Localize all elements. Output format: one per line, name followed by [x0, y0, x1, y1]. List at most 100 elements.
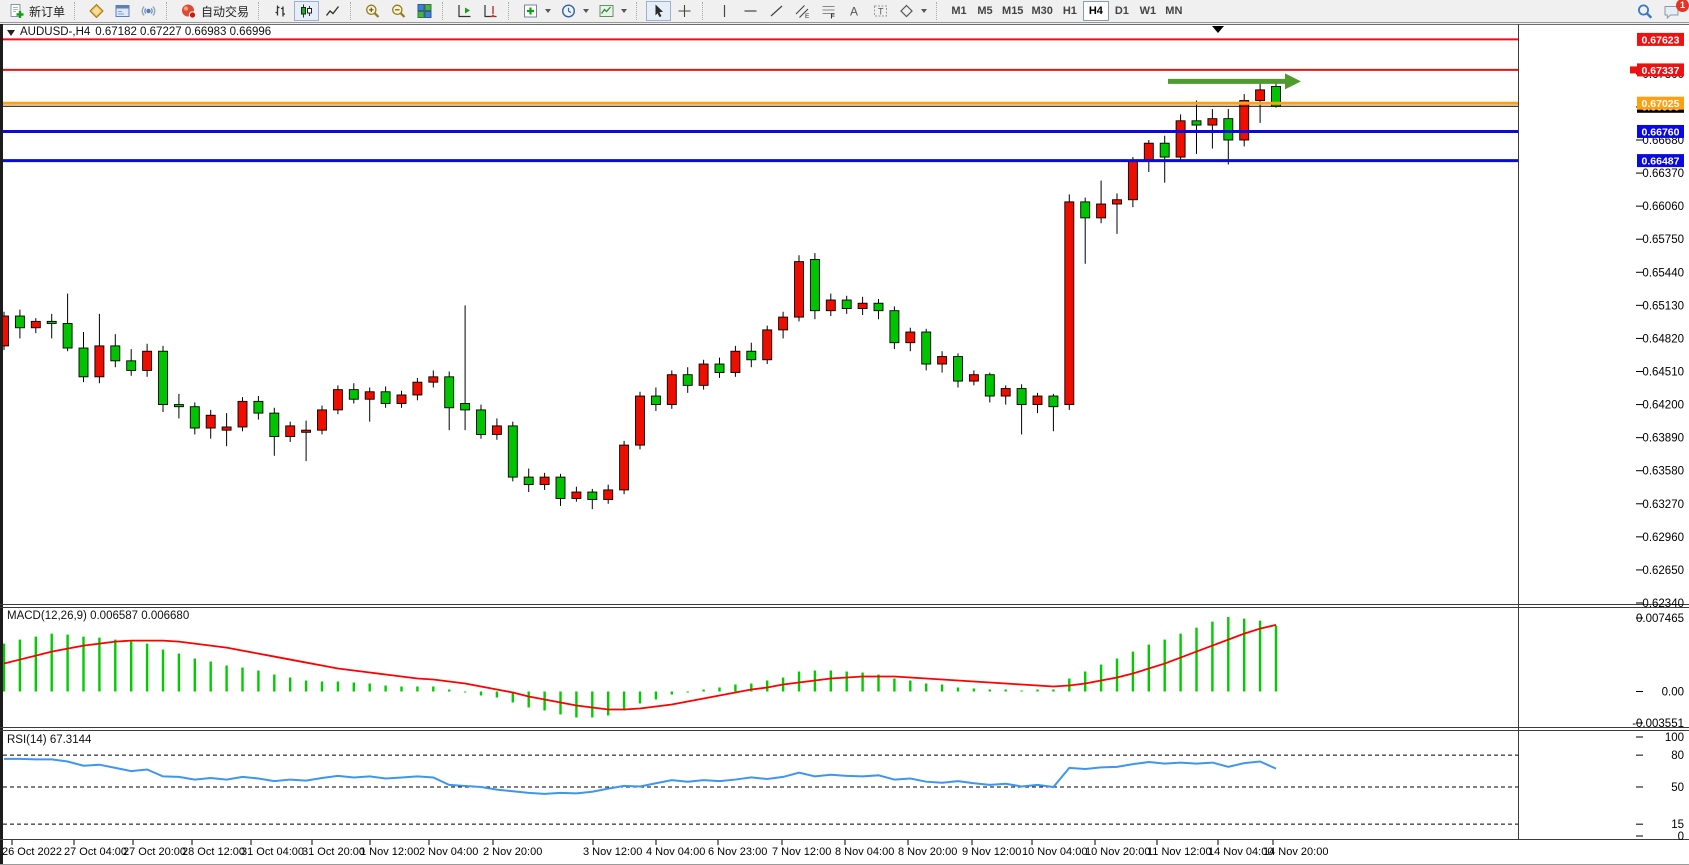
trendline-tool-button[interactable] [764, 1, 789, 21]
svg-text:10 Nov 20:00: 10 Nov 20:00 [1085, 846, 1150, 858]
svg-text:0.66060: 0.66060 [1642, 201, 1684, 213]
candle-down [1191, 120, 1202, 126]
candle-up [332, 389, 343, 411]
candle-down [682, 374, 693, 386]
price-axis[interactable]: 0.673000.669900.666800.663700.660600.657… [1632, 32, 1684, 843]
notification-count-badge[interactable]: 1 [1676, 0, 1689, 12]
auto-scroll-button[interactable] [452, 1, 477, 21]
candle-down [507, 425, 518, 478]
toolbar-separator [166, 2, 172, 20]
candle-down [46, 320, 57, 324]
fibonacci-tool-button[interactable]: F [816, 1, 841, 21]
candle-down [1159, 142, 1170, 158]
timeframe-MN-button[interactable]: MN [1161, 1, 1187, 21]
svg-text:80: 80 [1671, 750, 1684, 762]
candle-up [205, 414, 216, 429]
symbol-collapse-icon[interactable] [7, 29, 15, 36]
cursor-tool-button[interactable] [646, 1, 672, 21]
chart-shift-button[interactable] [478, 1, 503, 21]
candle-down [78, 347, 89, 378]
svg-text:4 Nov 04:00: 4 Nov 04:00 [646, 846, 705, 858]
svg-text:100: 100 [1665, 732, 1684, 744]
line-chart-mode-button[interactable] [320, 1, 345, 21]
arrow-shapes-tool-button[interactable] [894, 1, 931, 21]
market-watch-icon [115, 5, 130, 17]
candle-up [1207, 118, 1218, 126]
periods-button[interactable] [556, 1, 593, 21]
toolbar-separator [702, 2, 708, 20]
hline-handle[interactable] [1630, 66, 1637, 74]
timeframe-M1-button[interactable]: M1 [946, 1, 972, 21]
arrow-annotation-head[interactable] [1285, 73, 1301, 90]
text-tool-button[interactable]: A [842, 1, 867, 21]
svg-text:27 Oct 20:00: 27 Oct 20:00 [123, 846, 186, 858]
timeframe-H1-button[interactable]: H1 [1057, 1, 1083, 21]
vertical-line-tool-button[interactable] [712, 1, 737, 21]
candle-up [825, 299, 836, 312]
text-label-tool-button[interactable]: T [868, 1, 893, 21]
market-watch-button[interactable] [110, 1, 135, 21]
svg-text:26 Oct 2022: 26 Oct 2022 [2, 846, 62, 858]
timeframe-M5-button[interactable]: M5 [972, 1, 998, 21]
new-order-button[interactable]: 新订单 [4, 1, 69, 21]
candle-up [1064, 201, 1075, 406]
candle-down [14, 315, 25, 329]
toolbar-separator [508, 2, 514, 20]
indicators-button[interactable] [518, 1, 555, 21]
metaeditor-button[interactable] [84, 1, 109, 21]
zoom-out-button[interactable] [386, 1, 411, 21]
dropdown-arrow-icon [583, 9, 590, 13]
price-badge-0.67623 [1637, 32, 1684, 46]
zoom-out-icon [392, 4, 406, 18]
bar-chart-mode-button[interactable] [268, 1, 293, 21]
candle-up [0, 315, 9, 347]
svg-text:10 Nov 04:00: 10 Nov 04:00 [1022, 846, 1087, 858]
candle-up [603, 489, 614, 500]
horizontal-line-tool-button[interactable] [738, 1, 763, 21]
candle-up [1000, 388, 1011, 397]
main-toolbar: 新订单 [0, 0, 1689, 23]
timeframe-M30-button[interactable]: M30 [1027, 1, 1056, 21]
candlestick-mode-button[interactable] [294, 1, 320, 21]
candle-up [1175, 120, 1186, 158]
search-button[interactable] [1632, 1, 1658, 21]
periods-clock-icon [562, 4, 576, 18]
equidistant-channel-tool-button[interactable]: E [790, 1, 815, 21]
price-badge-0.67025 [1637, 96, 1684, 110]
svg-text:0: 0 [1678, 831, 1684, 843]
candle-up [142, 350, 153, 371]
svg-text:9 Nov 12:00: 9 Nov 12:00 [962, 846, 1021, 858]
signals-broadcast-icon [141, 6, 156, 16]
svg-text:T: T [878, 7, 884, 17]
timeframe-H4-button[interactable]: H4 [1082, 1, 1109, 21]
zoom-in-button[interactable] [360, 1, 385, 21]
chart-symbol-period: AUDUSD-,H4 [20, 26, 91, 38]
timeframe-D1-button[interactable]: D1 [1109, 1, 1135, 21]
candle-up [301, 429, 312, 433]
tile-windows-icon [417, 4, 432, 18]
candle-up [396, 394, 407, 404]
templates-button[interactable] [594, 1, 631, 21]
svg-text:15: 15 [1671, 819, 1684, 831]
timeframe-W1-button[interactable]: W1 [1135, 1, 1161, 21]
metaeditor-diamond-icon [89, 3, 104, 19]
candle-up [794, 261, 804, 318]
candle-down [476, 409, 486, 435]
autotrading-button[interactable]: 自动交易 [176, 1, 253, 21]
chart-canvas[interactable]: 0.673000.669900.666800.663700.660600.657… [0, 24, 1689, 865]
svg-text:6 Nov 23:00: 6 Nov 23:00 [708, 846, 767, 858]
crosshair-tool-button[interactable] [672, 1, 697, 21]
candle-down [587, 491, 598, 500]
chart-window[interactable]: 0.673000.669900.666800.663700.660600.657… [0, 24, 1689, 865]
svg-text:0.62340: 0.62340 [1642, 598, 1684, 610]
svg-text:31 Oct 20:00: 31 Oct 20:00 [302, 846, 365, 858]
price-badge-0.67337 [1637, 63, 1684, 77]
timeframe-M15-button[interactable]: M15 [998, 1, 1027, 21]
signals-button[interactable] [136, 1, 161, 21]
svg-text:8 Nov 20:00: 8 Nov 20:00 [898, 846, 957, 858]
svg-text:0.65130: 0.65130 [1642, 300, 1684, 312]
svg-text:0.64510: 0.64510 [1642, 366, 1684, 378]
chart-shift-icon [484, 5, 497, 18]
tile-windows-button[interactable] [412, 1, 437, 21]
